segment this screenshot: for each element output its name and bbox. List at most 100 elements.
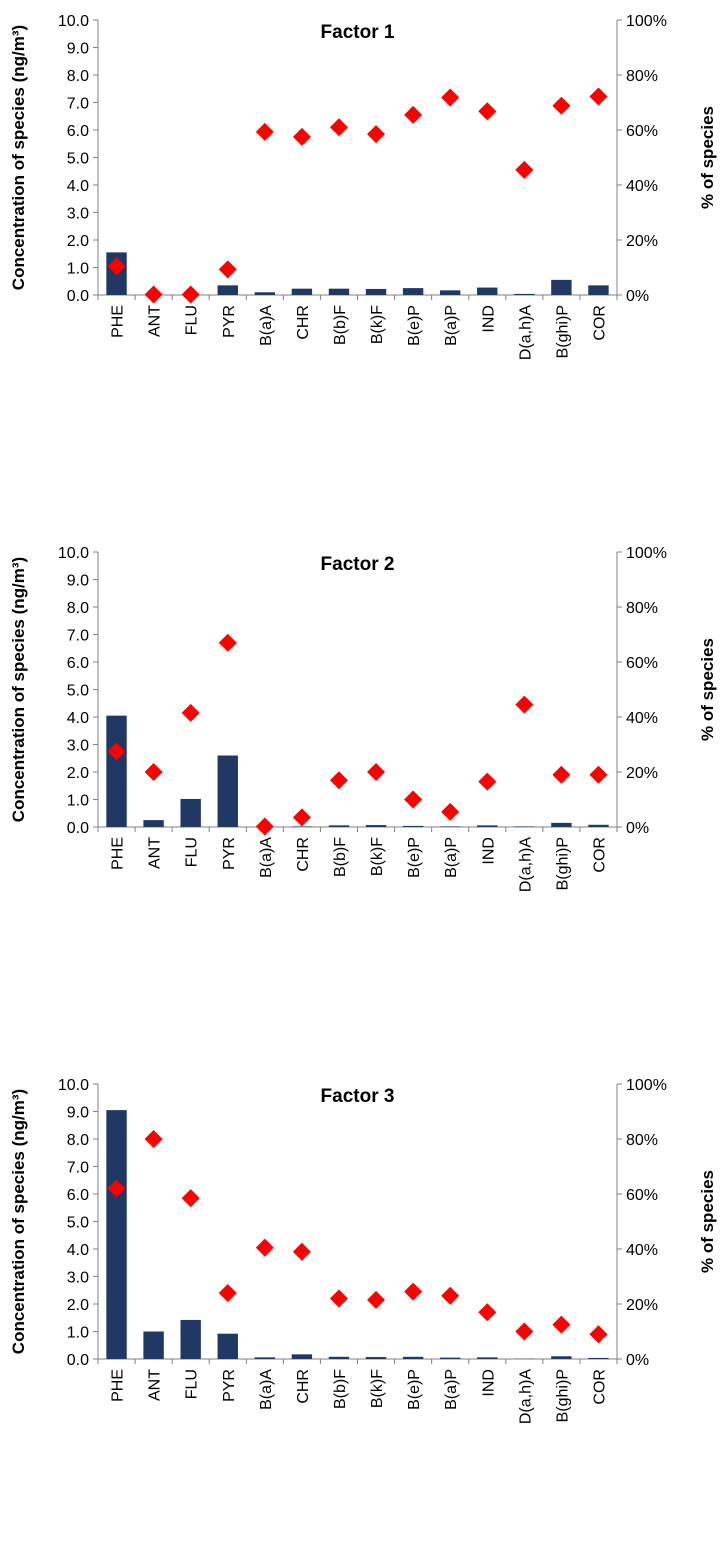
y2-tick-label: 20%: [626, 233, 658, 250]
x-tick-label: ANT: [147, 305, 164, 337]
marker-point: [145, 285, 163, 303]
bar: [588, 825, 608, 827]
bar: [292, 1354, 312, 1359]
x-tick-label: B(ghi)P: [554, 1369, 571, 1422]
marker-point: [293, 128, 311, 146]
y2-tick-label: 40%: [626, 178, 658, 195]
marker-point: [219, 1284, 237, 1302]
marker-point: [404, 791, 422, 809]
bar: [180, 1320, 200, 1359]
bar: [218, 756, 238, 828]
y-tick-label: 2.0: [67, 765, 89, 782]
marker-point: [330, 118, 348, 136]
bar: [477, 825, 497, 827]
marker-point: [293, 1243, 311, 1261]
x-tick-label: B(a)P: [443, 305, 460, 346]
x-tick-label: PHE: [110, 305, 127, 338]
x-tick-label: IND: [480, 1369, 497, 1397]
x-tick-label: B(b)F: [332, 837, 349, 877]
y-tick-label: 5.0: [67, 1215, 89, 1232]
y2-tick-label: 80%: [626, 68, 658, 85]
bar: [514, 826, 534, 827]
y-tick-label: 6.0: [67, 655, 89, 672]
y-tick-label: 7.0: [67, 628, 89, 645]
y-axis-title: Concentration of species (ng/m³): [9, 1089, 28, 1354]
marker-point: [219, 634, 237, 652]
y-tick-label: 0.0: [67, 820, 89, 837]
y-tick-label: 8.0: [67, 600, 89, 617]
chart-title: Factor 1: [321, 22, 395, 43]
x-tick-label: D(a,h)A: [517, 1369, 534, 1424]
y2-tick-label: 60%: [626, 655, 658, 672]
marker-point: [478, 102, 496, 120]
x-tick-label: D(a,h)A: [517, 305, 534, 360]
y-tick-label: 10.0: [58, 13, 89, 30]
marker-point: [256, 123, 274, 141]
marker-point: [182, 285, 200, 303]
y-tick-label: 2.0: [67, 233, 89, 250]
marker-point: [552, 1316, 570, 1334]
y-tick-label: 1.0: [67, 261, 89, 278]
x-tick-label: FLU: [184, 837, 201, 867]
x-tick-label: B(a)P: [443, 1369, 460, 1410]
bar: [477, 1357, 497, 1359]
x-tick-label: B(k)F: [369, 305, 386, 344]
x-tick-label: IND: [480, 837, 497, 865]
y-tick-label: 7.0: [67, 1160, 89, 1177]
y-tick-label: 3.0: [67, 738, 89, 755]
marker-point: [145, 1130, 163, 1148]
marker-point: [293, 808, 311, 826]
marker-point: [145, 763, 163, 781]
y-axis-title: Concentration of species (ng/m³): [9, 25, 28, 290]
bar: [588, 1358, 608, 1359]
y-tick-label: 4.0: [67, 710, 89, 727]
y2-tick-label: 0%: [626, 288, 649, 305]
marker-point: [441, 803, 459, 821]
bar: [440, 290, 460, 295]
bar: [106, 1110, 126, 1359]
y-tick-label: 10.0: [58, 545, 89, 562]
marker-point: [256, 817, 274, 835]
bar: [255, 292, 275, 295]
y-tick-label: 3.0: [67, 1270, 89, 1287]
y-tick-label: 1.0: [67, 1325, 89, 1342]
x-tick-label: B(b)F: [332, 1369, 349, 1409]
y2-tick-label: 60%: [626, 123, 658, 140]
bar: [292, 826, 312, 827]
x-tick-label: B(e)P: [406, 1369, 423, 1410]
bar: [180, 799, 200, 827]
x-tick-label: CHR: [295, 837, 312, 872]
y-tick-label: 5.0: [67, 683, 89, 700]
y-tick-label: 4.0: [67, 1242, 89, 1259]
x-tick-label: PHE: [110, 837, 127, 870]
marker-point: [589, 1325, 607, 1343]
y-tick-label: 6.0: [67, 123, 89, 140]
y2-tick-label: 80%: [626, 600, 658, 617]
bar: [551, 280, 571, 295]
bar: [514, 294, 534, 295]
x-tick-label: FLU: [184, 305, 201, 335]
y2-tick-label: 80%: [626, 1132, 658, 1149]
x-tick-label: B(a)A: [258, 1369, 275, 1410]
y-tick-label: 9.0: [67, 1105, 89, 1122]
bar: [218, 1334, 238, 1359]
y-tick-label: 9.0: [67, 573, 89, 590]
x-tick-label: COR: [591, 837, 608, 873]
y-tick-label: 4.0: [67, 178, 89, 195]
chart-svg: 0.01.02.03.04.05.06.07.08.09.010.00%20%4…: [0, 0, 721, 500]
y-axis-title: Concentration of species (ng/m³): [9, 557, 28, 822]
x-tick-label: B(k)F: [369, 837, 386, 876]
y2-axis-title: % of species: [698, 638, 717, 741]
x-tick-label: B(e)P: [406, 837, 423, 878]
marker-point: [515, 161, 533, 179]
y2-tick-label: 20%: [626, 765, 658, 782]
y-tick-label: 3.0: [67, 206, 89, 223]
marker-point: [330, 1290, 348, 1308]
bar: [477, 288, 497, 295]
y-tick-label: 6.0: [67, 1187, 89, 1204]
marker-point: [219, 260, 237, 278]
